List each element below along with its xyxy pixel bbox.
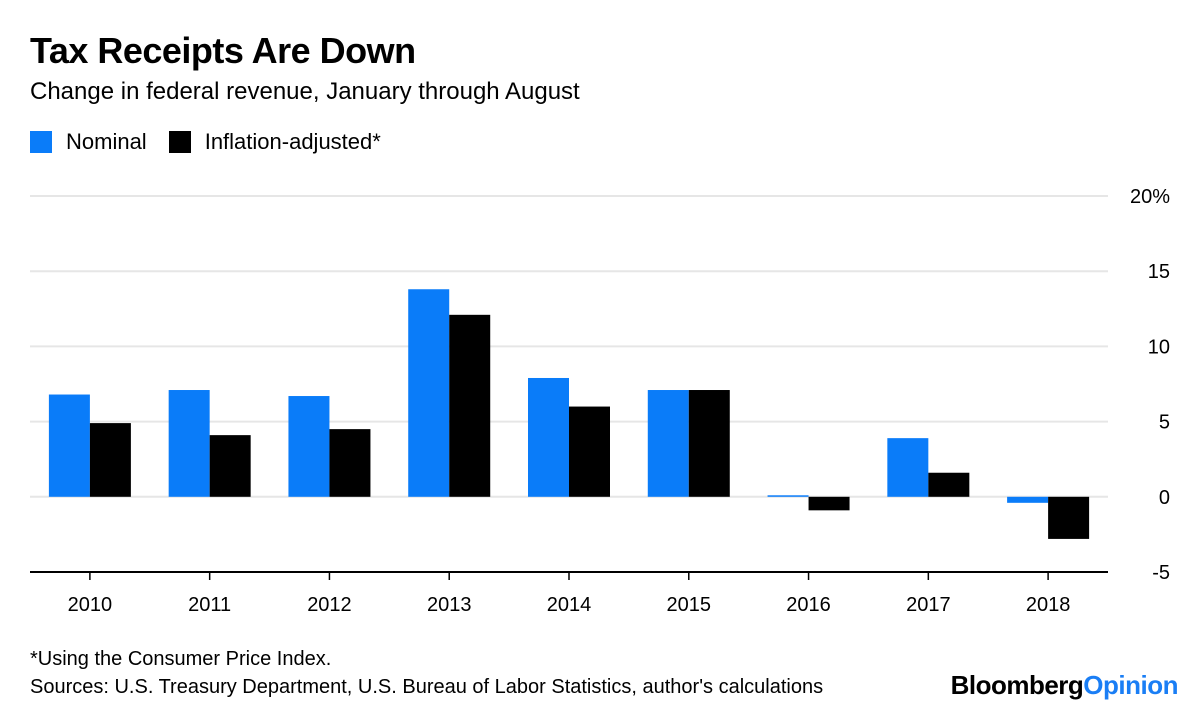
bar-nominal [647,390,689,497]
bar-nominal [767,495,809,497]
bar-nominal [168,390,210,497]
bar-inflation-adjusted [1048,496,1090,539]
bar-nominal [528,377,569,497]
y-tick-label: 0 [1159,487,1170,509]
x-tick-label: 2011 [188,594,231,616]
legend-swatch-inflation-adjusted [168,131,191,153]
legend-item-nominal: Nominal [30,129,147,155]
bar-inflation-adjusted [569,406,610,497]
brand-section: Opinion [1083,670,1178,700]
bar-inflation-adjusted [329,429,371,497]
y-tick-label: -5 [1152,562,1170,584]
bar-nominal [408,289,450,497]
bar-nominal [288,396,330,497]
x-tick-label: 2015 [667,594,712,616]
bar-inflation-adjusted [209,435,251,497]
bar-inflation-adjusted [89,423,131,497]
bar-nominal [1007,496,1049,503]
bar-inflation-adjusted [808,496,850,511]
brand-name: Bloomberg [950,670,1084,700]
x-tick-label: 2013 [427,594,472,616]
x-tick-label: 2014 [547,594,592,616]
y-tick-label: 15 [1148,261,1170,283]
x-tick-label: 2018 [1026,594,1071,616]
y-tick-label: 5 [1159,412,1170,434]
chart-title: Tax Receipts Are Down [30,30,416,71]
x-tick-label: 2010 [68,594,113,616]
bar-inflation-adjusted [688,390,730,497]
footnote: *Using the Consumer Price Index. [30,648,332,670]
y-tick-label: 10 [1148,336,1170,358]
bar-nominal [48,394,90,497]
bar-inflation-adjusted [449,314,491,497]
y-tick-label: 20% [1130,186,1170,208]
brand-logo: BloombergOpinion [950,670,1179,701]
bar-inflation-adjusted [928,472,970,497]
x-tick-label: 2012 [307,594,352,616]
chart-subtitle: Change in federal revenue, January throu… [30,78,580,105]
legend-swatch-nominal [30,131,52,153]
x-tick-label: 2016 [786,594,831,616]
x-tick-label: 2017 [906,594,951,616]
legend-label-inflation-adjusted: Inflation-adjusted* [204,129,381,154]
legend: Nominal Inflation-adjusted* [30,128,403,156]
legend-label-nominal: Nominal [66,129,147,154]
legend-item-inflation-adjusted: Inflation-adjusted* [168,129,381,155]
bar-nominal [887,438,929,497]
sources-note: Sources: U.S. Treasury Department, U.S. … [30,676,824,698]
